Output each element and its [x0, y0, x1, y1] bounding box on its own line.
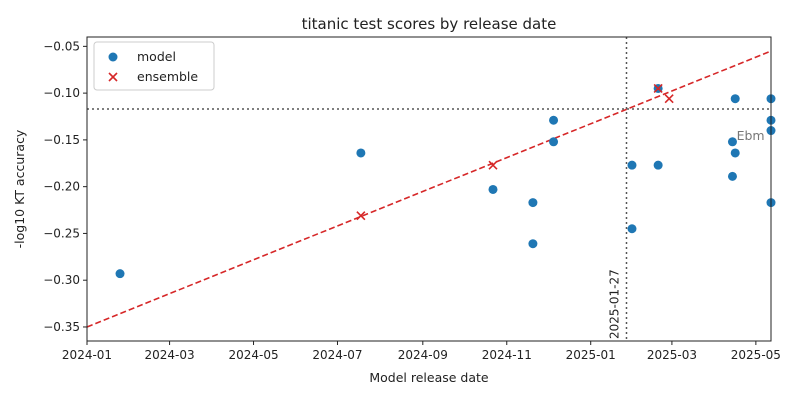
plot-area: 2025-01-27 Ebm 2024-01 2024-03 2024-05 2024-0…	[43, 36, 781, 362]
chart-title: titanic test scores by release date	[302, 15, 557, 33]
trend-line	[86, 50, 772, 328]
ensemble-point-0	[356, 211, 366, 221]
model-point-7	[627, 160, 637, 170]
model-point-10	[653, 160, 663, 170]
y-tick-label-4: −0.15	[43, 133, 80, 147]
model-point-14	[730, 148, 740, 158]
x-tick-label-6: 2025-01	[566, 348, 616, 362]
ensemble-point-2	[653, 83, 663, 94]
x-tick-label-2: 2024-05	[228, 348, 278, 362]
model-point-12	[727, 171, 737, 181]
model-point-13	[730, 94, 740, 104]
model-point-5	[549, 115, 559, 125]
ensemble-point-3	[664, 94, 674, 104]
legend-marker-ensemble	[108, 72, 118, 82]
x-tick-label-1: 2024-03	[145, 348, 195, 362]
model-point-6	[549, 137, 559, 147]
y-tick-label-0: −0.35	[43, 320, 80, 334]
vertical-line-label: 2025-01-27	[607, 269, 621, 339]
legend-marker-model	[108, 52, 118, 62]
y-tick-label-6: −0.05	[43, 39, 80, 53]
legend-box	[93, 41, 215, 91]
legend: model ensemble	[93, 41, 215, 91]
model-point-11	[727, 137, 737, 147]
x-tick-label-3: 2024-07	[312, 348, 362, 362]
y-tick-label-5: −0.10	[43, 86, 80, 100]
ensemble-point-1	[488, 160, 498, 170]
legend-label-model: model	[137, 49, 176, 64]
model-point-4	[528, 239, 538, 249]
x-tick-label-0: 2024-01	[62, 348, 112, 362]
x-tick-label-8: 2025-05	[731, 348, 781, 362]
x-tick-label-4: 2024-09	[398, 348, 448, 362]
model-point-0	[115, 269, 125, 279]
y-tick-label-1: −0.30	[43, 273, 80, 287]
annotation-0: Ebm	[737, 128, 765, 143]
model-point-8	[627, 224, 637, 234]
x-tick-label-5: 2024-11	[482, 348, 532, 362]
model-point-3	[528, 198, 538, 208]
model-point-1	[356, 148, 366, 158]
legend-label-ensemble: ensemble	[137, 69, 198, 84]
axes-frame	[86, 36, 772, 342]
y-axis-label: -log10 KT accuracy	[12, 129, 27, 248]
y-tick-label-3: −0.20	[43, 180, 80, 194]
x-tick-label-7: 2025-03	[647, 348, 697, 362]
model-point-2	[488, 184, 498, 194]
y-tick-label-2: −0.25	[43, 226, 80, 240]
x-axis-label: Model release date	[369, 370, 489, 385]
